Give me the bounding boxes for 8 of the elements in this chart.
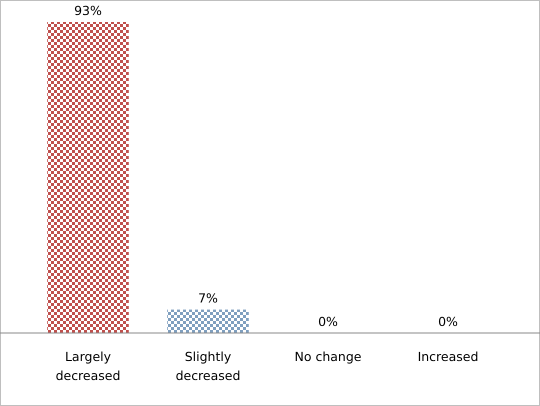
x-tick-label: Largely decreased <box>56 349 120 383</box>
data-label: 0% <box>438 314 458 329</box>
data-label: 93% <box>74 3 102 18</box>
x-tick-label: Slightly decreased <box>176 349 240 383</box>
x-tick-label: No change <box>294 349 362 364</box>
x-tick-label: Increased <box>418 349 478 364</box>
data-label: 7% <box>198 290 218 306</box>
data-label: 0% <box>318 314 338 329</box>
